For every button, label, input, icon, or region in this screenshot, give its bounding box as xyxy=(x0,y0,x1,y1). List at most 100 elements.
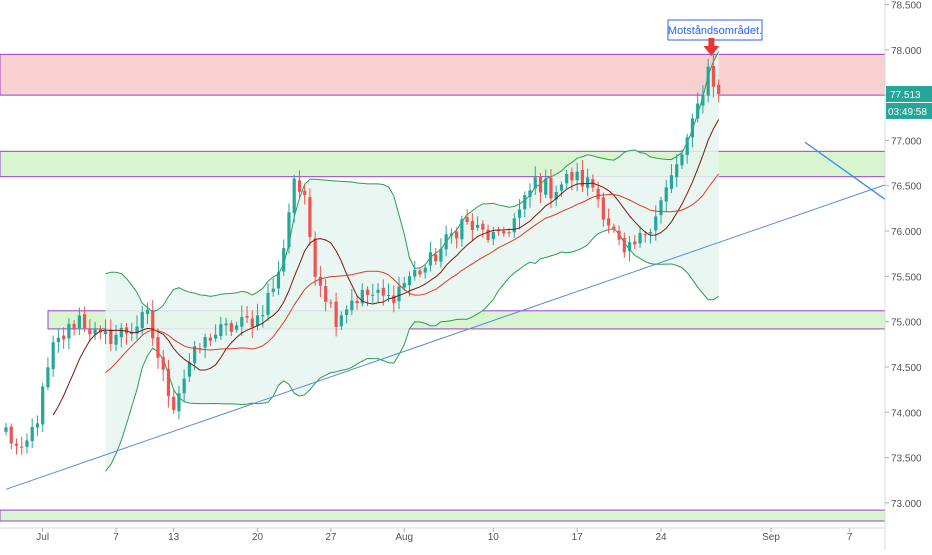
candle-body xyxy=(276,272,281,289)
candle-body xyxy=(35,423,40,428)
time-tick-label: 24 xyxy=(655,532,667,543)
time-tick-label: 7 xyxy=(847,532,853,543)
candle-body xyxy=(282,248,286,272)
candle-body xyxy=(193,346,197,364)
candle-body xyxy=(145,309,150,314)
candle-body xyxy=(434,254,438,262)
candle-body xyxy=(156,337,160,358)
candle-body xyxy=(627,242,632,252)
candle-body xyxy=(103,331,108,335)
candle-body xyxy=(240,317,244,327)
trendline-layer xyxy=(5,141,886,490)
candle-body xyxy=(444,234,448,250)
price-tick-label: 73.000 xyxy=(891,499,922,510)
candle-body xyxy=(386,295,391,297)
candle-body xyxy=(675,164,679,178)
candle-body xyxy=(114,334,118,345)
candle-body xyxy=(25,440,29,447)
price-tick-label: 73.500 xyxy=(891,454,922,465)
candle-body xyxy=(586,177,590,188)
candle-body xyxy=(250,318,254,328)
candle-body xyxy=(224,323,228,326)
candle-body xyxy=(455,231,459,239)
candle-body xyxy=(20,446,24,448)
candle-body xyxy=(172,396,176,411)
time-tick-label: 27 xyxy=(325,532,337,543)
candle-body xyxy=(187,362,191,377)
candle-body xyxy=(271,288,275,292)
candle-body xyxy=(46,367,50,388)
time-tick-label: Sep xyxy=(762,532,780,543)
candle-body xyxy=(486,229,490,240)
candle-body xyxy=(219,324,223,336)
candle-body xyxy=(549,177,553,199)
candle-body xyxy=(607,218,611,226)
candle-body xyxy=(476,224,480,228)
candle-body xyxy=(371,294,375,296)
candle-body xyxy=(83,314,87,329)
candle-body xyxy=(56,337,60,343)
candle-body xyxy=(717,84,721,94)
candle-body xyxy=(622,238,626,253)
candle-body xyxy=(355,300,359,304)
annotation-layer: Motståndsområdet. xyxy=(667,19,763,56)
countdown-tag xyxy=(886,102,932,119)
current-price-label: 77.513 xyxy=(890,90,921,101)
candle-body xyxy=(596,188,600,200)
candle-body xyxy=(140,312,144,329)
price-tick-label: 76.000 xyxy=(891,227,922,238)
candle-body xyxy=(654,216,658,231)
candle-body xyxy=(339,315,343,327)
candle-body xyxy=(648,231,653,234)
candle-body xyxy=(350,300,354,311)
candle-body xyxy=(245,315,249,318)
candle-body xyxy=(659,200,663,216)
candle-body xyxy=(638,232,642,244)
candle-body xyxy=(612,226,616,230)
candle-body xyxy=(491,232,495,240)
candle-body xyxy=(601,197,605,220)
candle-body xyxy=(334,301,338,327)
annotation-callout: Motståndsområdet. xyxy=(667,19,763,56)
bollinger-lower-line xyxy=(105,228,719,472)
candle-body xyxy=(308,197,312,237)
annotation-arrow-head xyxy=(703,46,720,56)
candle-body xyxy=(124,327,129,334)
time-tick-label: 20 xyxy=(252,532,264,543)
price-tick-label: 75.000 xyxy=(891,318,922,329)
candle-body xyxy=(428,252,433,266)
candle-body xyxy=(407,276,412,286)
candle-body xyxy=(449,233,453,236)
candle-body xyxy=(203,336,207,348)
candle-body xyxy=(554,191,558,200)
zone-support-1 xyxy=(0,150,886,178)
candle-body xyxy=(706,66,710,96)
candle-body xyxy=(365,289,370,295)
candle-body xyxy=(439,248,443,262)
candle-body xyxy=(533,177,537,189)
zones-layer xyxy=(0,53,886,522)
candle-body xyxy=(465,217,469,223)
candle-body xyxy=(318,276,322,286)
candle-body xyxy=(711,65,715,87)
candle-body xyxy=(381,287,385,296)
candle-body xyxy=(397,286,401,302)
time-tick-label: 10 xyxy=(488,532,500,543)
candle-body xyxy=(565,174,569,184)
candle-body xyxy=(502,231,506,234)
indicator-layer xyxy=(105,51,720,472)
ray-line xyxy=(804,141,886,200)
time-tick-label: 17 xyxy=(572,532,584,543)
candle-body xyxy=(617,230,621,240)
candle-body xyxy=(109,329,113,344)
time-tick-label: 7 xyxy=(113,532,119,543)
price-tick-label: 74.000 xyxy=(891,408,922,419)
candle-body xyxy=(266,292,270,315)
candle-body xyxy=(345,309,349,316)
annotation-text: Motståndsområdet. xyxy=(668,25,762,37)
candle-body xyxy=(297,180,302,192)
time-tick-label: Aug xyxy=(395,532,413,543)
candle-body xyxy=(690,118,695,138)
